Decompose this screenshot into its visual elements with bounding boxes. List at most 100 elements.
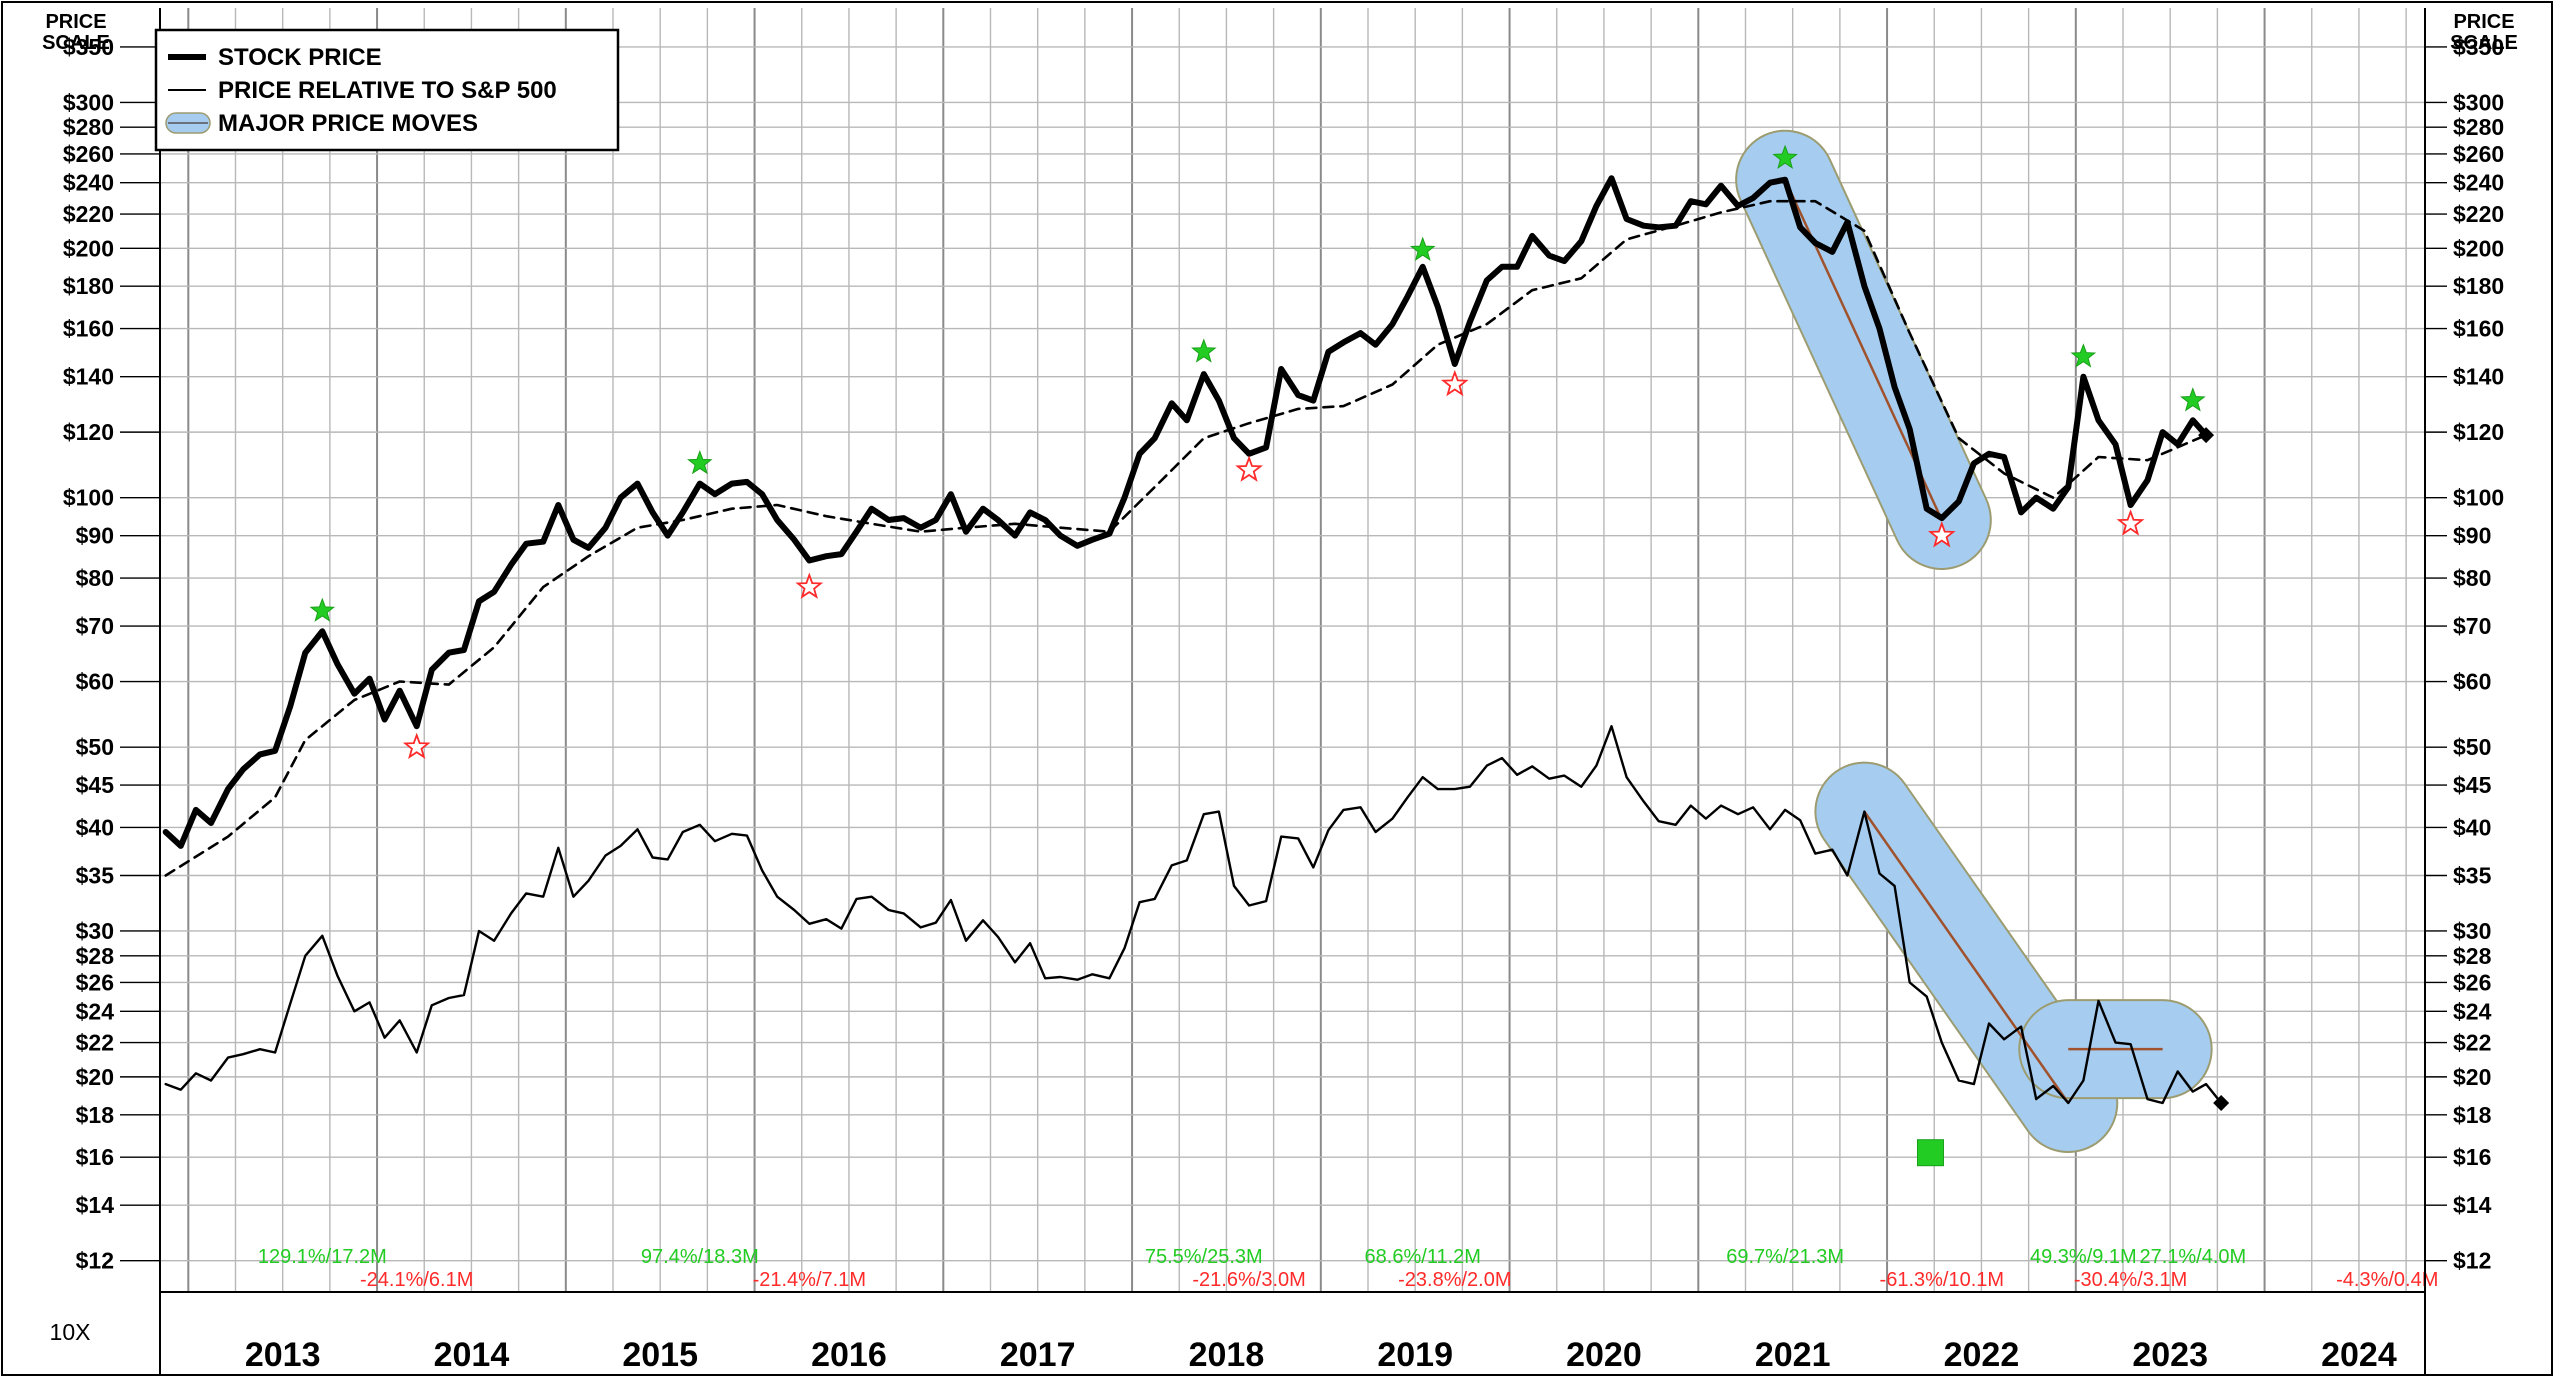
y-tick-label-right: $260 (2453, 141, 2504, 167)
legend-box (154, 28, 620, 152)
y-tick-label-left: $140 (63, 364, 114, 390)
down-move-label: -24.1%/6.1M (360, 1269, 473, 1291)
price-scale-caption-right: SCALE (2450, 32, 2518, 54)
legend-label: PRICE RELATIVE TO S&P 500 (218, 77, 557, 104)
y-tick-label-left: $30 (76, 918, 114, 944)
price-scale-caption-left: PRICE (45, 11, 106, 33)
y-tick-label-right: $120 (2453, 419, 2504, 445)
price-scale-caption-left: SCALE (42, 32, 110, 54)
up-move-label: 97.4%/18.3M (641, 1246, 759, 1268)
low-star (2116, 509, 2145, 536)
series-lines (162, 175, 2223, 1105)
y-tick-label-right: $80 (2453, 565, 2491, 591)
y-tick-label-left: $300 (63, 89, 114, 115)
down-move-label: -21.4%/7.1M (753, 1269, 866, 1291)
down-move-label: -30.4%/3.1M (2074, 1269, 2187, 1291)
x-tick-label: 2022 (1944, 1336, 2020, 1374)
y-tick-label-right: $35 (2453, 863, 2492, 889)
y-tick-label-right: $220 (2453, 201, 2504, 227)
current-price-diamond (2198, 427, 2215, 444)
x-tick-label: 2017 (1000, 1336, 1076, 1374)
y-tick-label-right: $240 (2453, 170, 2504, 196)
y-tick-label-left: $12 (76, 1248, 114, 1274)
y-tick-label-left: $260 (63, 141, 114, 167)
y-tick-label-right: $160 (2453, 316, 2504, 342)
up-move-label: 129.1%/17.2M (258, 1246, 387, 1268)
y-tick-label-left: $220 (63, 201, 114, 227)
x-tick-label: 2016 (811, 1336, 887, 1374)
price-scale-caption-right: PRICE (2453, 11, 2514, 33)
y-tick-label-left: $90 (76, 523, 114, 549)
y-tick-label-left: $100 (63, 485, 114, 511)
x-tick-label: 2021 (1755, 1336, 1831, 1374)
markers (309, 144, 2230, 1167)
y-tick-label-left: $70 (76, 613, 114, 639)
y-tick-label-right: $100 (2453, 485, 2504, 511)
y-tick-label-left: $24 (76, 998, 115, 1024)
y-tick-label-right: $18 (2453, 1102, 2492, 1128)
y-tick-label-left: $160 (63, 316, 114, 342)
y-tick-label-left: $80 (76, 565, 114, 591)
y-tick-label-left: $16 (76, 1144, 114, 1170)
y-tick-label-right: $200 (2453, 235, 2504, 261)
current-price-diamond (2213, 1094, 2230, 1111)
signal-square (1916, 1139, 1944, 1167)
x-tick-label: 2023 (2132, 1336, 2208, 1374)
y-tick-label-left: $350 (63, 34, 114, 60)
high-star (2070, 343, 2097, 368)
low-star (1927, 520, 1956, 548)
y-tick-label-right: $28 (2453, 943, 2492, 969)
y-tick-label-right: $50 (2453, 734, 2491, 760)
y-tick-label-right: $280 (2453, 114, 2504, 140)
y-tick-label-right: $26 (2453, 969, 2491, 995)
up-move-label: 75.5%/25.3M (1145, 1246, 1263, 1268)
high-star (2180, 387, 2206, 412)
low-star (795, 572, 824, 599)
up-move-label: 27.1%/4.0M (2139, 1246, 2246, 1268)
x-tick-label: 2014 (434, 1336, 510, 1374)
high-star (1772, 144, 1798, 169)
y-tick-label-right: $16 (2453, 1144, 2491, 1170)
high-star (687, 449, 713, 475)
x-tick-label: 2018 (1189, 1336, 1265, 1374)
y-tick-label-right: $180 (2453, 273, 2504, 299)
y-tick-label-left: $60 (76, 669, 114, 695)
x-tick-label: 2015 (622, 1336, 698, 1374)
legend: STOCK PRICE PRICE RELATIVE TO S&P 500 MAJO… (154, 28, 620, 152)
high-star (1409, 236, 1436, 261)
y-tick-label-right: $24 (2453, 998, 2492, 1024)
y-tick-label-left: $240 (63, 170, 114, 196)
down-move-label: -21.6%/3.0M (1192, 1269, 1305, 1291)
y-tick-label-left: $35 (76, 863, 115, 889)
y-tick-label-right: $14 (2453, 1192, 2492, 1218)
y-tick-label-left: $26 (76, 969, 114, 995)
y-tick-label-right: $12 (2453, 1248, 2491, 1274)
grid (160, 8, 2425, 1292)
y-tick-label-right: $40 (2453, 814, 2491, 840)
y-tick-label-left: $180 (63, 273, 114, 299)
down-move-label: -4.3%/0.4M (2336, 1269, 2438, 1291)
y-tick-label-right: $70 (2453, 613, 2491, 639)
moving-average-line (164, 199, 2208, 877)
y-tick-label-left: $40 (76, 814, 114, 840)
y-tick-label-left: $280 (63, 114, 114, 140)
low-star (1440, 369, 1469, 397)
high-star (309, 597, 336, 622)
relative-strength-line (164, 725, 2223, 1105)
legend-label: STOCK PRICE (218, 44, 382, 71)
low-star (402, 732, 431, 759)
y-tick-label-left: $22 (76, 1030, 114, 1056)
corner-label: 10X (50, 1319, 91, 1345)
y-tick-label-left: $50 (76, 734, 114, 760)
low-star (1235, 455, 1263, 482)
y-tick-label-right: $45 (2453, 772, 2492, 798)
y-tick-label-left: $18 (76, 1102, 115, 1128)
y-tick-label-right: $140 (2453, 364, 2504, 390)
high-star (1191, 338, 1217, 363)
up-move-label: 49.3%/9.1M (2030, 1246, 2137, 1268)
x-tick-label: 2019 (1377, 1336, 1453, 1374)
